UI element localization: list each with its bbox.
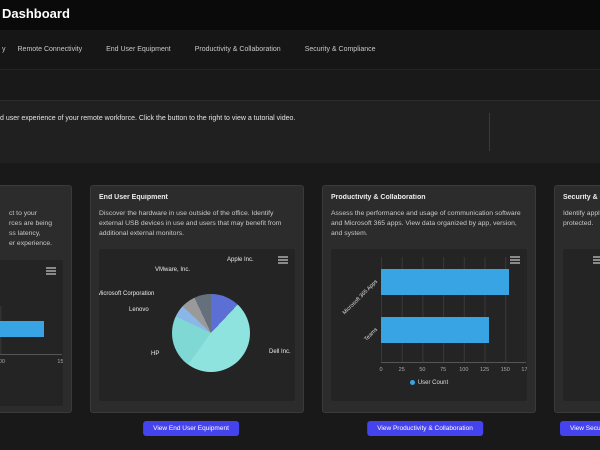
card-column-end-user-equipment: End User Equipment Discover the hardware…: [90, 185, 304, 413]
card-title: End User Equipment: [99, 194, 168, 201]
pie-label-hp: HP: [151, 351, 160, 357]
nav-tab-remote-connectivity[interactable]: Remote Connectivity: [17, 46, 83, 53]
main-nav: y Remote Connectivity End User Equipment…: [0, 30, 600, 70]
nav-tab-end-user-equipment[interactable]: End User Equipment: [106, 46, 171, 53]
card-description: Assess the performance and usage of comm…: [331, 210, 521, 237]
intro-banner: d user experience of your remote workfor…: [0, 100, 600, 163]
card-description: Identify applications in need of updates…: [563, 210, 600, 227]
pie-label-dell: Dell Inc.: [269, 349, 291, 355]
view-productivity-collaboration-button[interactable]: View Productivity & Collaboration: [367, 421, 483, 436]
card-title: Security & Compliance: [563, 194, 600, 201]
view-security-compliance-button[interactable]: View Security & Compliance: [560, 421, 600, 436]
chart-context-menu-icon[interactable]: [278, 256, 288, 258]
x-axis-ticks: 050100150: [0, 359, 63, 365]
security-bar-chart: Microsoft Windows Microsoft Windows Micr…: [563, 249, 600, 401]
chart-legend[interactable]: User Count: [331, 380, 527, 386]
top-bar: Dashboard: [0, 0, 600, 30]
divider: [489, 113, 490, 151]
intro-text: d user experience of your remote workfor…: [0, 115, 296, 122]
equipment-pie-chart: Apple Inc. VMware, Inc. Microsoft Corpor…: [99, 249, 295, 401]
bar-m365-apps[interactable]: [381, 269, 510, 295]
card-title: [0, 194, 63, 204]
remote-connectivity-chart: 050100150: [0, 260, 63, 406]
productivity-bar-chart: Microsoft 365 Apps Teams 0 25 50 75 100 125 15…: [331, 249, 527, 401]
bar-plot-area: [381, 257, 526, 363]
card-end-user-equipment: End User Equipment Discover the hardware…: [90, 185, 304, 413]
bar-teams[interactable]: [381, 317, 489, 343]
nav-tab-security-compliance[interactable]: Security & Compliance: [304, 46, 376, 53]
page-title: Dashboard: [2, 6, 70, 21]
chart-context-menu-icon[interactable]: [46, 267, 56, 269]
vendor-pie[interactable]: [172, 294, 250, 372]
legend-dot: [409, 380, 415, 385]
nav-tab-clipped[interactable]: y: [2, 46, 6, 53]
card-description: ct to your rces are being ss latency, er…: [9, 210, 53, 247]
y-axis-label-teams: Teams: [363, 326, 380, 343]
nav-tab-productivity-collaboration[interactable]: Productivity & Collaboration: [194, 46, 281, 53]
card-column-remote-connectivity: ct to your rces are being ss latency, er…: [0, 185, 72, 413]
card-description: Discover the hardware in use outside of …: [99, 210, 282, 237]
pie-label-lenovo: Lenovo: [129, 307, 149, 313]
y-axis-label-m365: Microsoft 365 Apps: [341, 278, 380, 317]
x-axis-ticks: 0255075100125150175: [379, 367, 527, 373]
pie-label-vmware: VMware, Inc.: [155, 267, 191, 273]
card-column-security: Security & Compliance Identify applicati…: [554, 185, 600, 413]
legend-label: User Count: [417, 380, 449, 387]
bar-user-count[interactable]: [0, 321, 44, 337]
cards-row: ct to your rces are being ss latency, er…: [0, 185, 600, 413]
view-end-user-equipment-button[interactable]: View End User Equipment: [143, 421, 239, 436]
chart-context-menu-icon[interactable]: [593, 256, 600, 258]
pie-label-apple: Apple Inc.: [227, 257, 254, 263]
card-security-compliance: Security & Compliance Identify applicati…: [554, 185, 600, 413]
bar-plot-area: [0, 306, 62, 355]
card-column-productivity: Productivity & Collaboration Assess the …: [322, 185, 536, 413]
pie-label-microsoft: Microsoft Corporation: [99, 291, 155, 297]
y-axis-label-windows-1: Microsoft Windows: [575, 299, 600, 385]
card-title: Productivity & Collaboration: [331, 194, 426, 201]
card-productivity-collaboration: Productivity & Collaboration Assess the …: [322, 185, 536, 413]
card-remote-connectivity: ct to your rces are being ss latency, er…: [0, 185, 72, 413]
